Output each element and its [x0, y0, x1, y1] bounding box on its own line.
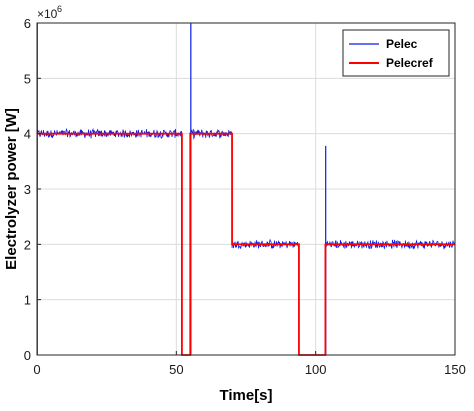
x-axis-label: Time[s] [219, 387, 272, 404]
series-line-pelecref [37, 132, 455, 356]
y-tick-label: 6 [24, 16, 31, 31]
legend: Pelec Pelecref [342, 29, 450, 77]
legend-label-pelecref: Pelecref [386, 56, 434, 70]
y-tick-label: 3 [24, 182, 31, 197]
y-tick-label: 5 [24, 71, 31, 86]
tick-labels: 0 50 100 150 0 1 2 3 4 5 6 [24, 16, 466, 377]
y-tick-label: 4 [24, 127, 31, 142]
legend-label-pelec: Pelec [386, 37, 418, 51]
y-multiplier-base: ×10 [37, 7, 58, 21]
y-tick-label: 1 [24, 293, 31, 308]
legend-box [342, 29, 450, 77]
x-tick-label: 0 [33, 362, 40, 377]
y-multiplier-exponent: 6 [57, 4, 62, 14]
x-tick-label: 100 [305, 362, 327, 377]
y-axis-label: Electrolyzer power [W] [3, 108, 20, 270]
series-line-pelec [36, 127, 456, 356]
y-tick-label: 2 [24, 237, 31, 252]
x-tick-label: 150 [444, 362, 466, 377]
y-tick-label: 0 [24, 348, 31, 363]
x-tick-label: 50 [169, 362, 183, 377]
